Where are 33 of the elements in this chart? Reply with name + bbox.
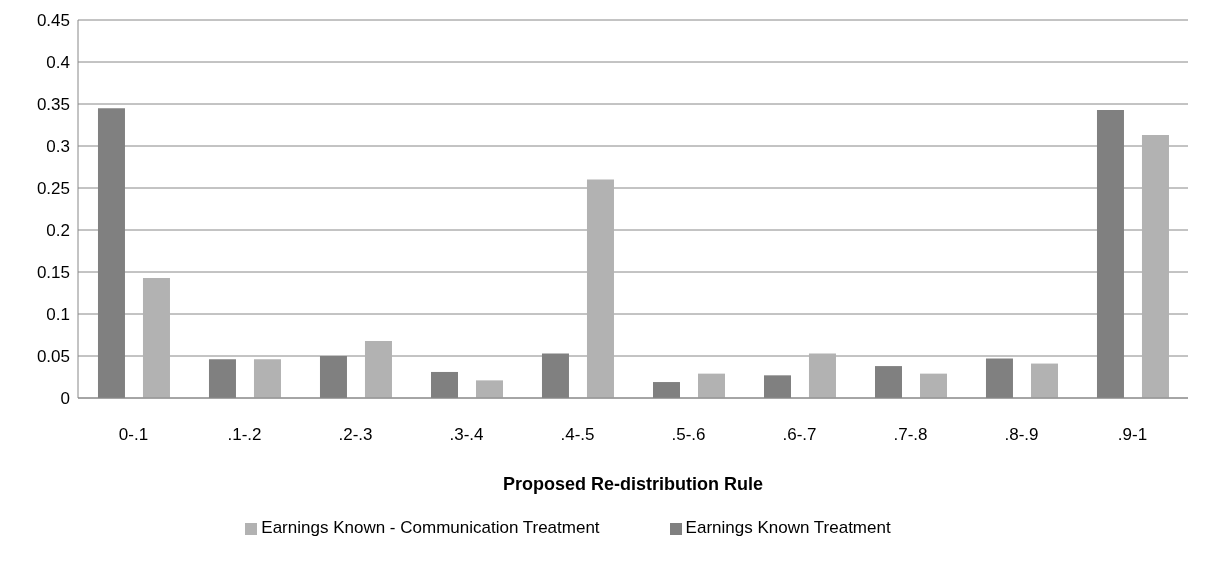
bar [1141,135,1169,398]
x-tick-label: .4-.5 [560,425,595,445]
y-tick-label: 0.2 [46,221,70,241]
y-tick-label: 0.3 [46,137,70,157]
x-tick-label: 0-.1 [118,425,149,445]
bar [142,277,170,398]
bar [808,353,836,398]
y-tick-label: 0.1 [46,305,70,325]
x-tick-label: .8-.9 [1004,425,1039,445]
x-axis-title: Proposed Re-distribution Rule [502,474,764,494]
bar [364,340,392,398]
y-tick-label: 0.45 [36,11,70,31]
x-tick-label: .3-.4 [449,425,484,445]
x-tick-label: .5-.6 [671,425,706,445]
y-tick-label: 0.15 [36,263,70,283]
x-tick-label: .6-.7 [782,425,817,445]
y-tick-label: 0.25 [36,179,70,199]
y-tick-label: 0.4 [46,53,70,73]
y-tick-label: 0 [60,389,70,409]
y-tick-label: 0.05 [36,347,70,367]
bar [586,179,614,398]
legend-label: Earnings Known - Communication Treatment [261,518,600,537]
bar [253,359,281,398]
y-tick-label: 0.35 [36,95,70,115]
bar [475,380,503,398]
x-tick-label: .2-.3 [338,425,373,445]
x-tick-label: .1-.2 [227,425,262,445]
legend-label: Earnings Known Treatment [685,518,891,537]
x-tick-label: .9-1 [1117,425,1148,445]
bar [919,373,947,398]
bar [1030,363,1058,398]
bar [697,373,725,398]
x-tick-label: .7-.8 [893,425,928,445]
